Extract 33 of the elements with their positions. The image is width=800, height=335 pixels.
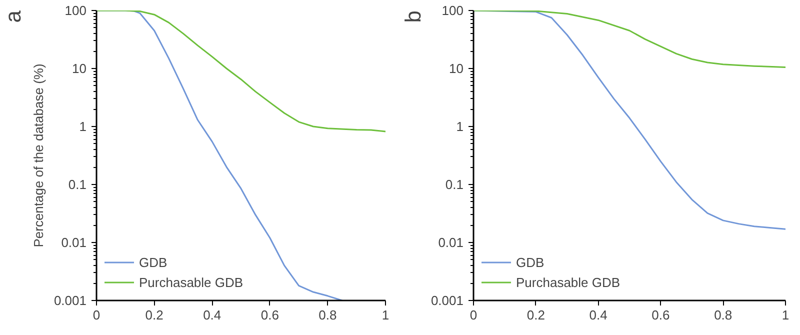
y-tick-label: 0.001: [430, 293, 464, 308]
y-tick-label: 0.1: [445, 177, 464, 192]
line-series: [96, 10, 386, 132]
legend-label: Purchasable GDB: [516, 274, 620, 290]
y-tick-label: 1: [456, 119, 464, 134]
x-tick-label: 0.2: [145, 308, 164, 322]
y-tick-label: 0.001: [54, 293, 87, 308]
legend-label: Purchasable GDB: [139, 274, 244, 290]
y-tick-label: 0.01: [61, 235, 87, 250]
x-tick-label: 0.8: [318, 308, 337, 322]
y-tick-label: 1: [79, 119, 87, 134]
y-tick-label: 0.01: [438, 235, 464, 250]
y-tick-label: 100: [442, 3, 464, 18]
y-tick-label: 100: [64, 3, 87, 18]
chart-title: a: [0, 10, 26, 23]
x-tick-label: 0.6: [652, 308, 670, 322]
x-tick-label: 0.4: [589, 308, 608, 322]
x-tick-label: 1: [782, 308, 790, 322]
x-tick-label: 1: [382, 308, 390, 322]
chart-title: b: [400, 10, 426, 23]
y-tick-label: 10: [72, 61, 87, 76]
legend-label: GDB: [516, 254, 544, 270]
y-tick-label: 10: [449, 61, 464, 76]
x-tick-label: 0: [92, 308, 100, 322]
line-series: [474, 10, 786, 68]
legend-label: GDB: [139, 254, 168, 270]
x-tick-label: 0: [470, 308, 478, 322]
y-axis-title: Percentage of the database (%): [30, 64, 46, 248]
x-tick-label: 0.4: [203, 308, 222, 322]
x-tick-label: 0.8: [714, 308, 732, 322]
x-tick-label: 0.6: [260, 308, 279, 322]
y-tick-label: 0.1: [68, 177, 87, 192]
x-tick-label: 0.2: [526, 308, 545, 322]
